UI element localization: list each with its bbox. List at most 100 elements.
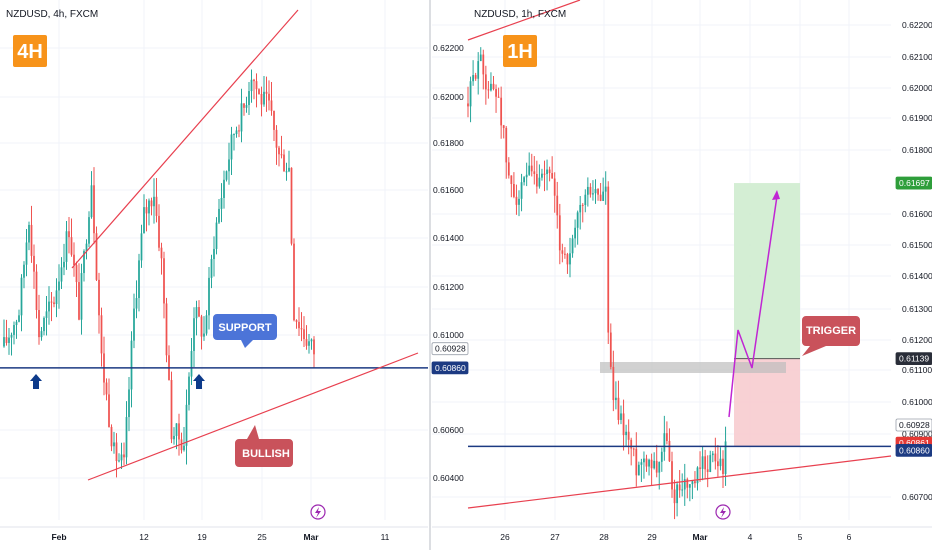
right-overlay <box>467 0 892 509</box>
candle-body <box>18 315 20 322</box>
candle-body <box>83 251 85 274</box>
y-tick-label: 0.61000 <box>902 397 932 407</box>
support-callout[interactable]: SUPPORT <box>213 314 277 348</box>
candle-body <box>525 174 528 178</box>
y-tick-label: 0.61200 <box>433 282 464 292</box>
candle-body <box>515 196 518 205</box>
candle-body <box>183 445 185 451</box>
trigger-callout[interactable]: TRIGGER <box>802 316 860 356</box>
candle-body <box>50 301 53 303</box>
candle-body <box>113 442 115 447</box>
right-time-axis[interactable]: 26 27 28 29 Mar 4 5 6 <box>432 526 932 542</box>
candle-body <box>233 134 235 136</box>
candle-body <box>268 93 270 101</box>
candle-body <box>597 189 599 195</box>
candle-body <box>148 200 150 214</box>
candle-body <box>133 308 135 341</box>
candle-body <box>123 454 125 458</box>
candle-body <box>632 448 635 450</box>
left-price-axis[interactable]: 0.62200 0.62000 0.61800 0.61600 0.61400 0.612… <box>433 43 464 483</box>
target-zone[interactable] <box>734 183 800 359</box>
up-arrow-icon <box>193 374 205 389</box>
candle-body <box>188 376 190 405</box>
candle-body <box>175 423 178 436</box>
candle-body <box>482 54 485 75</box>
lower-trendline[interactable] <box>467 455 892 509</box>
candle-body <box>510 175 513 184</box>
x-tick-label: Feb <box>51 532 66 542</box>
x-tick-label: 12 <box>139 532 149 542</box>
left-symbol-label[interactable]: NZDUSD, 4h, FXCM <box>6 9 98 20</box>
candle-body <box>500 97 503 126</box>
price-tag-current: 0.60928 <box>431 342 469 356</box>
left-time-axis[interactable]: Feb 12 19 25 Mar 11 <box>0 526 428 542</box>
candle-body <box>110 426 113 447</box>
candle-body <box>528 165 531 175</box>
candle-body <box>671 461 673 490</box>
candle-body <box>258 89 260 94</box>
y-tick-label: 0.61400 <box>902 271 932 281</box>
candle-body <box>275 129 278 148</box>
projected-path[interactable] <box>728 195 778 418</box>
upper-trendline[interactable] <box>467 0 581 41</box>
y-tick-label: 0.60600 <box>433 425 464 435</box>
candle-body <box>128 389 130 418</box>
candle-body <box>650 459 653 469</box>
candle-body <box>238 130 240 132</box>
candle-body <box>648 459 650 467</box>
candle-body <box>240 103 243 132</box>
candle-body <box>658 461 661 473</box>
y-tick-label: 0.60700 <box>902 492 932 502</box>
upper-trendline[interactable] <box>71 9 299 269</box>
candle-body <box>602 191 605 201</box>
stop-zone[interactable] <box>734 358 800 447</box>
candle-body <box>225 171 228 180</box>
lower-trendline[interactable] <box>87 352 419 481</box>
candle-body <box>278 147 280 155</box>
candle-body <box>143 207 145 234</box>
right-candles <box>467 47 727 520</box>
price-tag-text: 0.61697 <box>899 178 930 188</box>
candle-body <box>208 277 210 316</box>
bullish-callout[interactable]: BULLISH <box>235 425 293 467</box>
candle-body <box>711 453 714 456</box>
candle-body <box>135 298 138 309</box>
candle-body <box>467 103 469 107</box>
candle-body <box>218 208 220 223</box>
candle-body <box>523 177 525 183</box>
right-overlay-bg <box>600 183 800 447</box>
candle-body <box>546 169 548 175</box>
candle-body <box>33 255 35 272</box>
candle-body <box>115 442 118 461</box>
right-symbol-label[interactable]: NZDUSD, 1h, FXCM <box>474 9 566 20</box>
candle-body <box>699 467 701 469</box>
candle-body <box>223 179 225 198</box>
candle-body <box>20 277 23 316</box>
price-tag-text: 0.60860 <box>435 363 466 373</box>
candle-body <box>170 379 173 440</box>
candle-body <box>676 484 678 504</box>
right-price-axis[interactable]: 0.62200 0.62100 0.62000 0.61900 0.61800 0.616… <box>902 20 932 502</box>
candle-body <box>263 91 265 105</box>
candle-body <box>88 217 90 244</box>
candle-body <box>220 197 223 209</box>
lightning-icon[interactable] <box>310 504 326 520</box>
price-tags: 0.60928 0.60860 0.61697 0.61139 0.60928 0.608… <box>431 176 932 457</box>
candle-body <box>185 404 188 446</box>
candle-body <box>5 337 8 343</box>
candle-body <box>472 75 474 82</box>
candle-body <box>205 315 208 334</box>
resistance-zone[interactable] <box>600 362 786 373</box>
candle-body <box>293 243 295 321</box>
lightning-icon[interactable] <box>715 504 731 520</box>
candle-body <box>653 460 656 469</box>
y-tick-label: 0.61800 <box>433 138 464 148</box>
candle-body <box>298 321 300 329</box>
candle-body <box>273 110 275 130</box>
candle-body <box>477 61 480 79</box>
candle-body <box>195 307 198 319</box>
candle-body <box>640 462 643 465</box>
candle-body <box>285 171 288 173</box>
candle-body <box>150 200 153 207</box>
